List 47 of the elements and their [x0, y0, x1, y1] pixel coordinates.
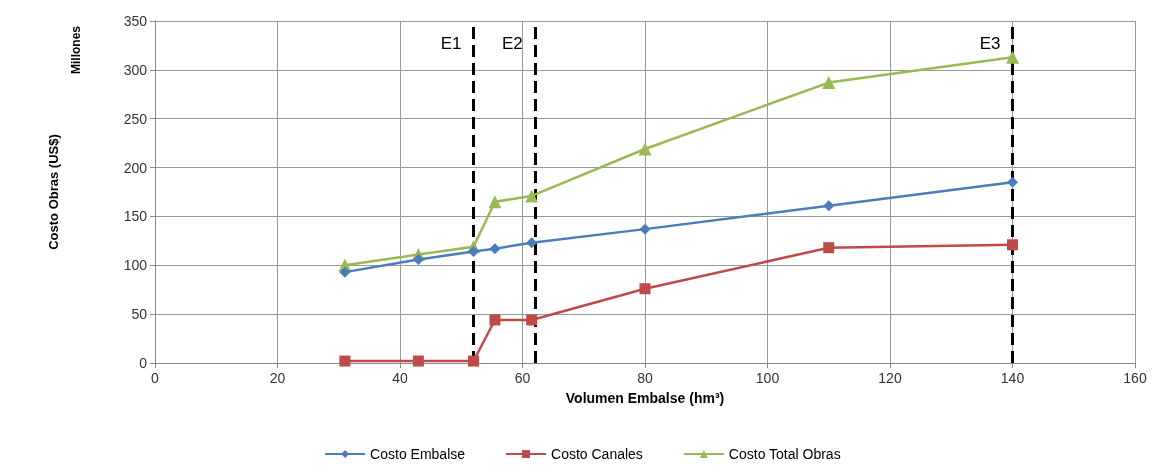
- y-tick-label: 250: [123, 110, 148, 127]
- y-tick-label: 50: [131, 306, 148, 323]
- point: [1007, 176, 1018, 188]
- ref-line-label: E3: [979, 34, 1001, 53]
- point: [468, 246, 479, 258]
- legend-label: Costo Total Obras: [728, 446, 841, 462]
- point: [823, 242, 835, 254]
- point: [412, 355, 424, 367]
- point: [526, 314, 538, 326]
- x-tick-label: 160: [1123, 370, 1147, 386]
- y-tick-label: 100: [123, 257, 148, 274]
- legend-label: Costo Canales: [551, 446, 643, 462]
- point: [639, 223, 651, 235]
- x-tick-label: 0: [151, 370, 160, 386]
- x-tick-label: 140: [1000, 370, 1025, 386]
- x-tick-label: 40: [392, 370, 408, 386]
- y-tick-label: 0: [139, 355, 148, 371]
- y-tick-label: 150: [123, 208, 148, 225]
- point: [489, 314, 501, 326]
- point: [638, 142, 652, 156]
- x-axis-title: Volumen Embalse (hm³): [565, 390, 725, 406]
- point: [1006, 50, 1019, 64]
- x-tick-label: 80: [637, 370, 653, 386]
- point: [823, 200, 835, 212]
- point: [468, 355, 479, 367]
- x-tick-label: 60: [514, 370, 531, 386]
- x-tick-label: 120: [878, 370, 902, 386]
- x-tick-label: 100: [755, 370, 780, 386]
- point: [822, 76, 836, 90]
- ref-line-label: E1: [440, 34, 462, 53]
- point: [525, 189, 539, 203]
- point: [639, 283, 651, 295]
- y-axis-title: Costo Obras (US$): [46, 134, 61, 250]
- y-tick-label: 300: [123, 61, 148, 78]
- point: [339, 266, 351, 278]
- point: [412, 253, 424, 265]
- text: Millones: [69, 25, 83, 75]
- point: [489, 243, 501, 255]
- point: [339, 355, 351, 367]
- y-tick-label: 350: [123, 13, 148, 29]
- point: [526, 237, 538, 249]
- legend-label: Costo Embalse: [370, 446, 466, 462]
- point: [488, 195, 502, 209]
- y-tick-label: 200: [123, 159, 148, 176]
- x-tick-label: 20: [269, 370, 286, 386]
- point: [1007, 239, 1018, 251]
- ref-line-label: E2: [501, 34, 523, 53]
